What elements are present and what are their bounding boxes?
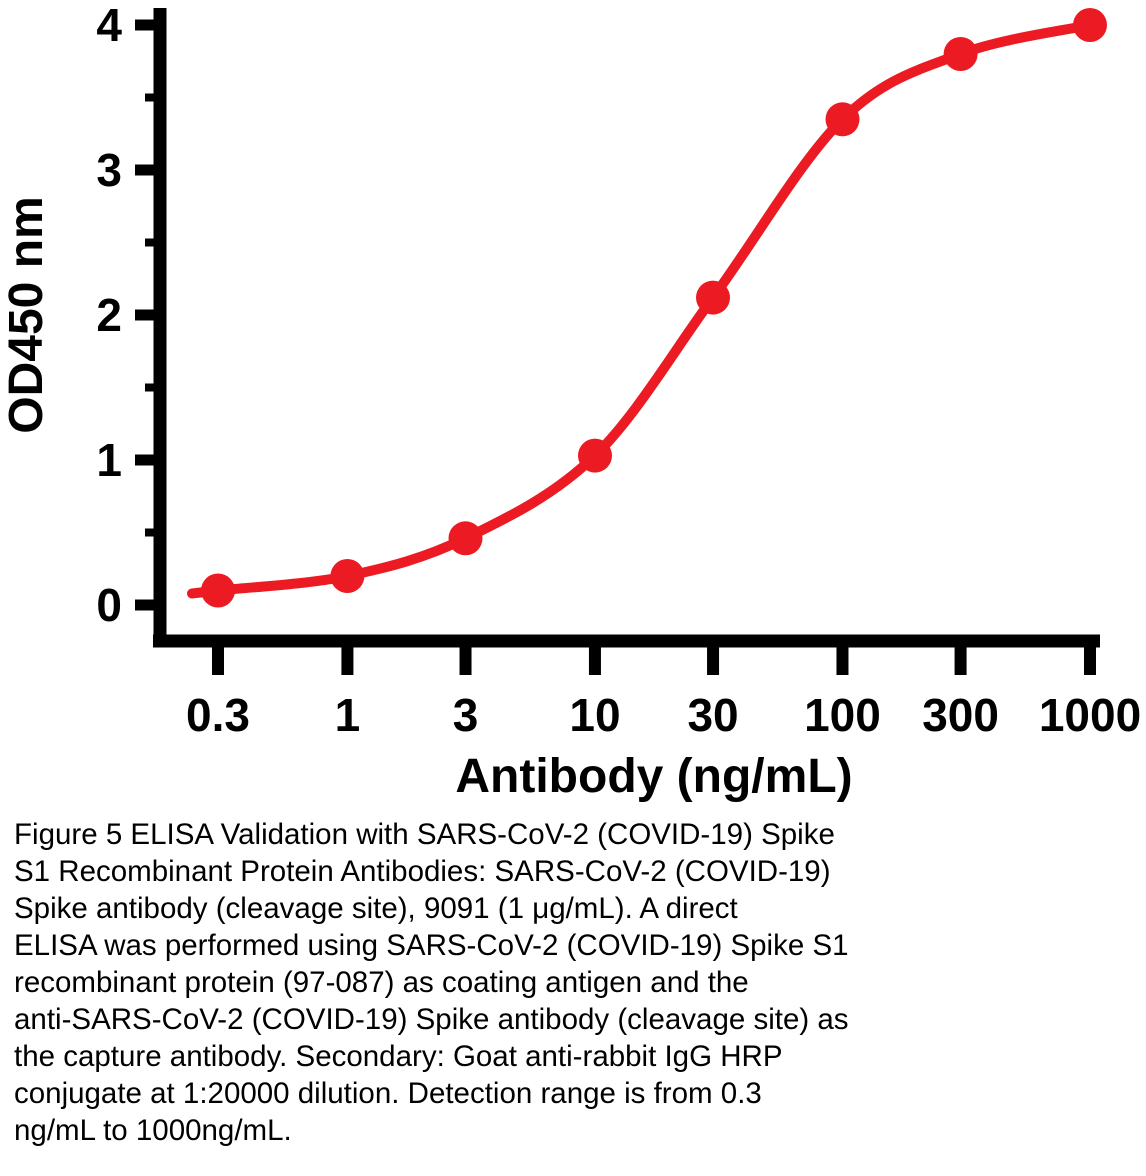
x-tick-label: 30 <box>687 689 738 741</box>
dose-response-curve <box>187 20 1095 599</box>
caption-line: ng/mL to 1000ng/mL. <box>14 1114 292 1147</box>
caption-line: the capture antibody. Secondary: Goat an… <box>14 1040 783 1073</box>
x-tick-label: 0.3 <box>186 689 250 741</box>
chart-plot-area: 0 1 2 3 4 0.3 1 3 10 30 100 300 1000 <box>96 0 1141 741</box>
y-tick-label: 4 <box>96 0 122 51</box>
y-tick-label: 2 <box>96 289 122 341</box>
caption-line: Figure 5 ELISA Validation with SARS-CoV-… <box>14 818 835 851</box>
data-point-marker <box>696 280 730 315</box>
data-point-marker <box>1073 8 1107 42</box>
elisa-dose-response-chart: 0 1 2 3 4 0.3 1 3 10 30 100 300 1000 Antibody (ng/mL… <box>0 0 1141 803</box>
caption-line: ELISA was performed using SARS-CoV-2 (CO… <box>14 929 849 962</box>
x-tick-label: 10 <box>569 689 620 741</box>
data-point-marker <box>448 521 483 556</box>
data-point-marker <box>201 573 235 608</box>
x-tick-label: 1000 <box>1039 689 1141 741</box>
caption-line: recombinant protein (97-087) as coating … <box>14 966 749 999</box>
y-tick-label: 1 <box>96 434 122 486</box>
y-tick-label: 0 <box>96 579 122 631</box>
data-point-marker <box>825 102 860 137</box>
caption-line: anti-SARS-CoV-2 (COVID-19) Spike antibod… <box>14 1003 849 1036</box>
y-axis-label: OD450 nm <box>0 196 53 433</box>
caption-line: S1 Recombinant Protein Antibodies: SARS-… <box>14 855 831 888</box>
x-axis-label: Antibody (ng/mL) <box>455 750 852 803</box>
data-point-marker <box>330 559 365 593</box>
figure-caption: Figure 5 ELISA Validation with SARS-CoV-… <box>0 812 1146 1149</box>
x-tick-label: 300 <box>922 689 999 741</box>
data-point-marker <box>578 438 612 473</box>
caption-line: conjugate at 1:20000 dilution. Detection… <box>14 1077 762 1110</box>
x-tick-label: 100 <box>804 689 881 741</box>
data-point-marker <box>943 37 978 71</box>
caption-line: Spike antibody (cleavage site), 9091 (1 … <box>14 892 738 925</box>
y-tick-label: 3 <box>96 144 122 196</box>
x-tick-label: 1 <box>335 689 361 741</box>
x-tick-label: 3 <box>453 689 479 741</box>
